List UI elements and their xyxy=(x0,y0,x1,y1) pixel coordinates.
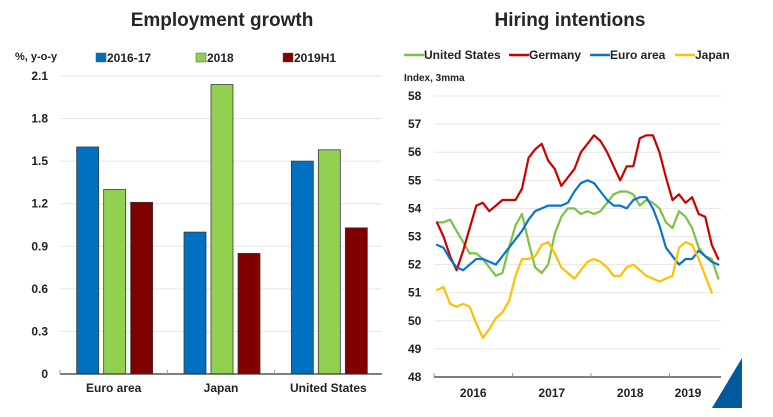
legend-label: 2019H1 xyxy=(294,51,336,65)
x-tick-label: Japan xyxy=(204,381,239,395)
y-tick-label: 58 xyxy=(408,89,422,103)
bar-japan-2016-17 xyxy=(183,231,207,375)
y-tick-label: 0.3 xyxy=(31,324,48,338)
chart-title: Employment growth xyxy=(131,10,314,31)
series-line-germany xyxy=(435,134,720,272)
bar-euro-area-2016-17 xyxy=(76,146,100,375)
y-tick-label: 56 xyxy=(408,145,422,159)
y-tick-label: 52 xyxy=(408,258,422,272)
legend-label: Japan xyxy=(695,48,730,62)
y-tick-label: 2.1 xyxy=(31,69,48,83)
legend-label: Germany xyxy=(529,48,581,62)
y-tick-label: 57 xyxy=(408,117,422,131)
bar-japan-2019h1 xyxy=(237,252,261,375)
y-tick-labels: 48 49 50 51 52 53 54 55 56 57 58 xyxy=(408,89,422,384)
y-tick-label: 50 xyxy=(408,314,422,328)
y-tick-label: 49 xyxy=(408,342,422,356)
legend-label: 2016-17 xyxy=(107,51,151,65)
y-tick-label: 0 xyxy=(41,367,48,381)
y-tick-label: 1.8 xyxy=(31,112,48,126)
legend-swatch xyxy=(282,52,294,63)
legend-swatch xyxy=(195,52,207,63)
x-tick-label: United States xyxy=(290,381,367,395)
y-tick-label: 54 xyxy=(408,201,422,215)
y-tick-label: 0.6 xyxy=(31,282,48,296)
y-tick-label: 55 xyxy=(408,173,422,187)
y-tick-label: 51 xyxy=(408,286,422,300)
y-axis-label: Index, 3mma xyxy=(404,73,465,84)
y-axis-label: %, y-o-y xyxy=(15,51,58,63)
legend-label: United States xyxy=(424,48,501,62)
legend: United States Germany Euro area Japan xyxy=(404,48,730,62)
y-tick-label: 53 xyxy=(408,230,422,244)
y-tick-label: 48 xyxy=(408,370,422,384)
hiring-intentions-chart: Hiring intentions United States Germany Eu… xyxy=(404,10,730,400)
y-tick-label: 0.9 xyxy=(31,239,48,253)
chart-title: Hiring intentions xyxy=(495,10,646,31)
bars xyxy=(76,84,368,375)
employment-growth-chart: Employment growth %, y-o-y 2016-17 2018 20… xyxy=(15,10,382,395)
y-tick-label: 1.2 xyxy=(31,197,48,211)
gridlines xyxy=(434,95,721,350)
bar-japan-2018 xyxy=(210,84,234,375)
series-line-euro-area xyxy=(435,179,720,272)
y-tick-label: 1.5 xyxy=(31,154,48,168)
x-tick-label: 2019 xyxy=(675,386,702,400)
legend-label: 2018 xyxy=(207,51,234,65)
bar-euro-area-2019h1 xyxy=(130,201,154,375)
series-line-japan xyxy=(435,241,713,339)
bar-united-states-2016-17 xyxy=(290,160,314,375)
y-tick-labels: 0 0.3 0.6 0.9 1.2 1.5 1.8 2.1 xyxy=(31,69,48,381)
bar-united-states-2018 xyxy=(317,149,341,375)
legend: 2016-17 2018 2019H1 xyxy=(95,51,336,65)
legend-label: Euro area xyxy=(610,48,666,62)
x-tick-label: Euro area xyxy=(86,381,142,395)
x-tick-label: 2018 xyxy=(617,386,644,400)
x-tick-label: 2017 xyxy=(538,386,565,400)
legend-swatch xyxy=(95,52,107,63)
bar-united-states-2019h1 xyxy=(344,227,368,375)
x-tick-label: 2016 xyxy=(460,386,487,400)
bar-euro-area-2018 xyxy=(103,189,127,375)
series-lines xyxy=(435,134,720,339)
x-tick-labels: 2016 2017 2018 2019 xyxy=(433,373,702,400)
x-tick-labels: Euro area Japan United States xyxy=(59,370,367,395)
corner-triangle-decoration xyxy=(712,358,742,408)
